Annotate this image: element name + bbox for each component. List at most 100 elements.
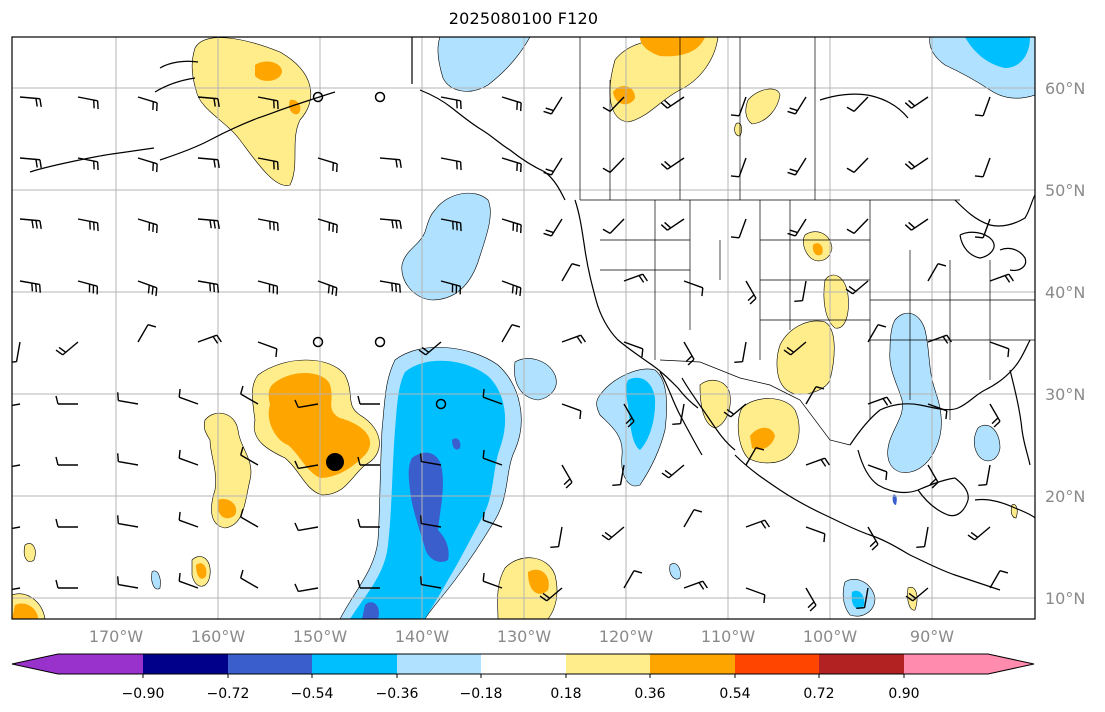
colorbar-tick-label: 0.18 — [550, 686, 581, 702]
wind-barb — [379, 280, 401, 293]
negative-mid-baja — [626, 377, 656, 450]
colorbar-segment — [819, 654, 905, 674]
negative-region-gulf-alaska — [437, 37, 531, 92]
wind-barb — [137, 280, 158, 297]
wind-barb — [561, 263, 581, 282]
wind-barb — [440, 96, 462, 110]
wind-barb — [357, 579, 380, 589]
wind-barb — [561, 403, 582, 420]
yucatan — [917, 477, 969, 517]
wind-barb — [805, 526, 826, 543]
wind-barb — [730, 218, 747, 239]
baja-california — [659, 371, 736, 456]
lat-label: 60°N — [1045, 79, 1085, 98]
colorbar-segment — [143, 654, 229, 674]
positive-core-small-1 — [196, 563, 207, 579]
wind-barb — [240, 508, 259, 528]
positive-region-canada-2 — [745, 88, 781, 125]
wind-barb — [787, 218, 807, 237]
wind-barb — [745, 587, 766, 604]
wind-barb — [967, 526, 991, 541]
colorbar-tick-label: −0.72 — [207, 686, 250, 702]
positive-core-plains-1 — [812, 243, 823, 256]
wind-barb — [904, 96, 929, 109]
wind-barb — [357, 518, 380, 528]
wind-barb — [240, 569, 259, 589]
calm-circle — [374, 336, 386, 348]
colorbar-segment — [312, 654, 398, 674]
wind-barb — [197, 334, 222, 344]
wind-barb — [55, 395, 78, 405]
wind-barb — [420, 515, 442, 528]
lon-label: 160°W — [191, 627, 246, 646]
calm-circle — [374, 91, 386, 103]
calm-circle — [312, 336, 324, 348]
colorbar-tick-labels: −0.90 −0.72 −0.54 −0.36 −0.18 0.18 0.36 … — [122, 686, 920, 702]
wind-barb — [904, 218, 929, 231]
wind-barb — [683, 341, 695, 366]
negative-core-small-2 — [362, 602, 379, 619]
wind-barb — [12, 526, 21, 532]
wind-barb — [612, 464, 625, 486]
wind-barb — [77, 280, 99, 295]
wind-barb — [55, 518, 78, 528]
colorbar-tick-label: −0.36 — [376, 686, 419, 702]
cuba — [974, 498, 1035, 519]
wind-barb — [77, 218, 99, 232]
wind-barb — [317, 157, 338, 173]
colorbar-outline — [11, 653, 1035, 675]
wind-barb — [317, 218, 338, 234]
wind-barb — [723, 403, 747, 418]
wind-barb — [197, 96, 220, 107]
colorbar-ticks — [142, 674, 905, 678]
wind-barb — [117, 576, 139, 589]
wind-barb — [904, 157, 929, 170]
lon-label: 150°W — [293, 627, 348, 646]
colorbar-segment — [566, 654, 651, 674]
wind-barb — [974, 218, 991, 239]
wind-barb — [12, 464, 21, 470]
aleutians — [29, 147, 155, 173]
wind-barb — [137, 96, 158, 112]
wind-barb — [794, 280, 807, 302]
wind-barb — [440, 280, 462, 295]
wind-barb — [745, 447, 765, 466]
colorbar-tick-label: 0.72 — [803, 686, 834, 702]
wind-barb — [660, 218, 685, 231]
wind-barb — [745, 280, 757, 305]
wind-barb — [974, 96, 991, 117]
great-lakes — [959, 231, 1027, 271]
wind-barb — [867, 324, 887, 343]
wind-barb — [867, 396, 892, 406]
wind-barb — [357, 395, 380, 405]
wind-barb — [379, 218, 402, 229]
mexico-pacific — [734, 454, 1001, 591]
wind-barb — [846, 157, 869, 173]
wind-barb — [623, 273, 648, 283]
colorbar-segment — [481, 654, 567, 674]
wind-barb — [257, 96, 279, 110]
wind-barb — [12, 403, 21, 409]
wind-barb — [257, 157, 279, 171]
positive-core-alaska — [255, 61, 282, 81]
wind-barb — [927, 334, 952, 344]
negative-region-small-4 — [892, 494, 897, 505]
lat-label: 50°N — [1045, 181, 1085, 200]
wind-barb — [501, 157, 522, 173]
wind-barb — [440, 157, 462, 171]
lat-label: 10°N — [1045, 589, 1085, 608]
wind-barb — [989, 570, 1009, 589]
wind-barb — [77, 96, 99, 110]
gulf-coast — [849, 339, 1031, 494]
colorbar-tick-label: −0.18 — [460, 686, 503, 702]
wind-barb — [543, 218, 563, 237]
wind-barb — [19, 96, 42, 107]
wind-barb — [623, 341, 644, 358]
wind-barb — [137, 218, 158, 234]
alaska-coast — [154, 37, 566, 201]
colorbar-tick-label: 0.54 — [719, 686, 750, 702]
wind-barb — [420, 453, 442, 466]
map-title: 2025080100 F120 — [448, 9, 599, 28]
positive-core-canada-north-2 — [613, 86, 635, 105]
